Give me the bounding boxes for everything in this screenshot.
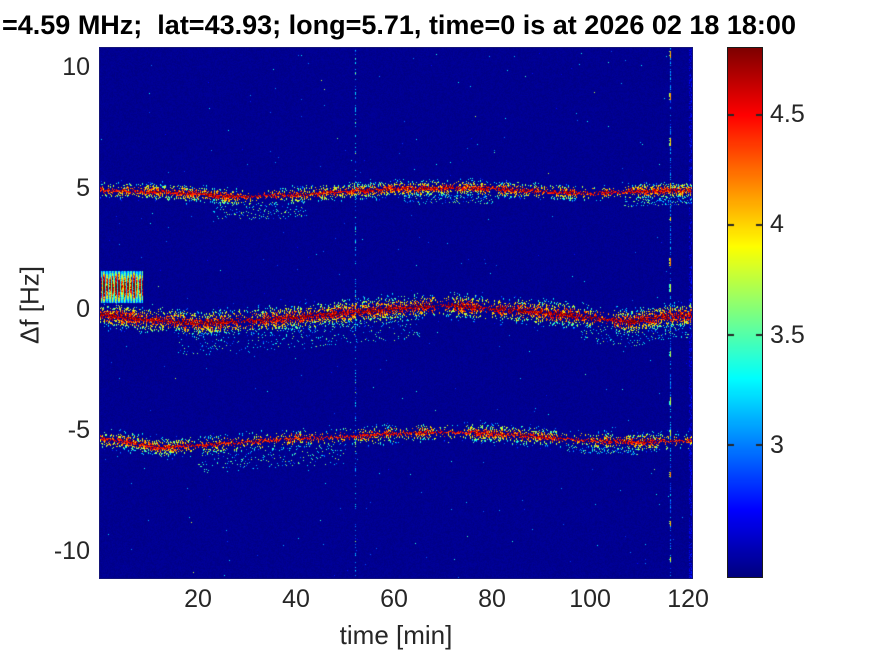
x-tick-label: 20: [184, 585, 212, 613]
colorbar: [727, 47, 763, 578]
plot-area: [99, 47, 693, 579]
spectrogram-canvas: [100, 48, 692, 578]
x-tick-label: 80: [478, 585, 506, 613]
x-tick-label: 100: [569, 585, 611, 613]
colorbar-tick-label: 4.5: [770, 100, 805, 129]
plot-title: =4.59 MHz; lat=43.93; long=5.71, time=0 …: [2, 10, 796, 40]
y-tick-label: 0: [76, 295, 90, 324]
colorbar-tick-label: 3.5: [770, 320, 805, 349]
y-tick-label: 10: [62, 53, 90, 82]
x-tick-label: 60: [380, 585, 408, 613]
x-axis-label: time [min]: [339, 620, 453, 650]
colorbar-tick-label: 3: [770, 430, 784, 459]
x-tick-label: 120: [667, 585, 709, 613]
y-tick-label: 5: [76, 174, 90, 203]
colorbar-canvas: [728, 48, 762, 577]
colorbar-tick-label: 4: [770, 210, 784, 239]
y-tick-label: -10: [53, 537, 90, 566]
y-tick-label: -5: [67, 416, 90, 445]
x-tick-label: 40: [282, 585, 310, 613]
